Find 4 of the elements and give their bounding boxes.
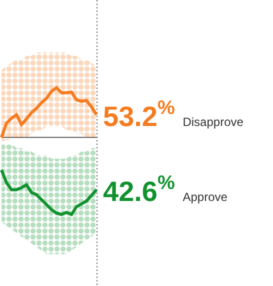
text: Approve	[182, 190, 228, 204]
data-label: 53.2$^{%}$	[103, 97, 175, 132]
text: Disapprove	[182, 114, 244, 129]
data-label: 42.6$^{%}$	[103, 172, 175, 207]
